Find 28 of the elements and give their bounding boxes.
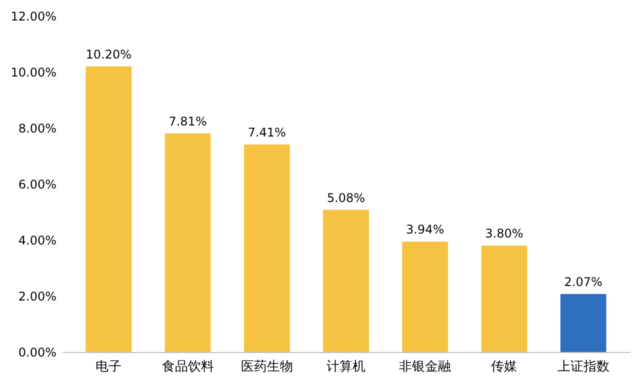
y-tick-label: 12.00% [10, 10, 56, 24]
y-tick-label: 10.00% [10, 66, 56, 80]
bar [402, 242, 448, 352]
x-tick-label: 传媒 [491, 360, 518, 374]
y-tick-label: 6.00% [18, 178, 56, 192]
y-tick-label: 2.00% [18, 290, 56, 304]
bar [244, 144, 290, 352]
bar [86, 66, 132, 352]
x-tick-label: 电子 [96, 360, 122, 374]
y-tick-label: 4.00% [18, 234, 56, 248]
y-tick-label: 0.00% [18, 346, 56, 360]
x-tick-label: 非银金融 [399, 360, 452, 374]
data-label: 7.81% [168, 114, 207, 128]
data-label: 2.07% [564, 275, 602, 290]
x-tick-label: 上证指数 [557, 360, 610, 374]
data-label: 5.08% [326, 190, 366, 205]
x-tick-label: 食品饮料 [162, 360, 214, 374]
data-label: 10.20% [86, 47, 132, 62]
data-label: 3.80% [485, 226, 524, 241]
bar [164, 133, 211, 352]
data-label: 7.41% [248, 126, 286, 140]
y-tick-label: 8.00% [18, 122, 56, 136]
x-tick-label: 计算机 [326, 360, 366, 374]
bar [481, 246, 528, 352]
x-tick-label: 医药生物 [240, 360, 293, 374]
bar [560, 294, 606, 352]
bar [323, 210, 369, 352]
data-label: 3.94% [406, 222, 444, 237]
